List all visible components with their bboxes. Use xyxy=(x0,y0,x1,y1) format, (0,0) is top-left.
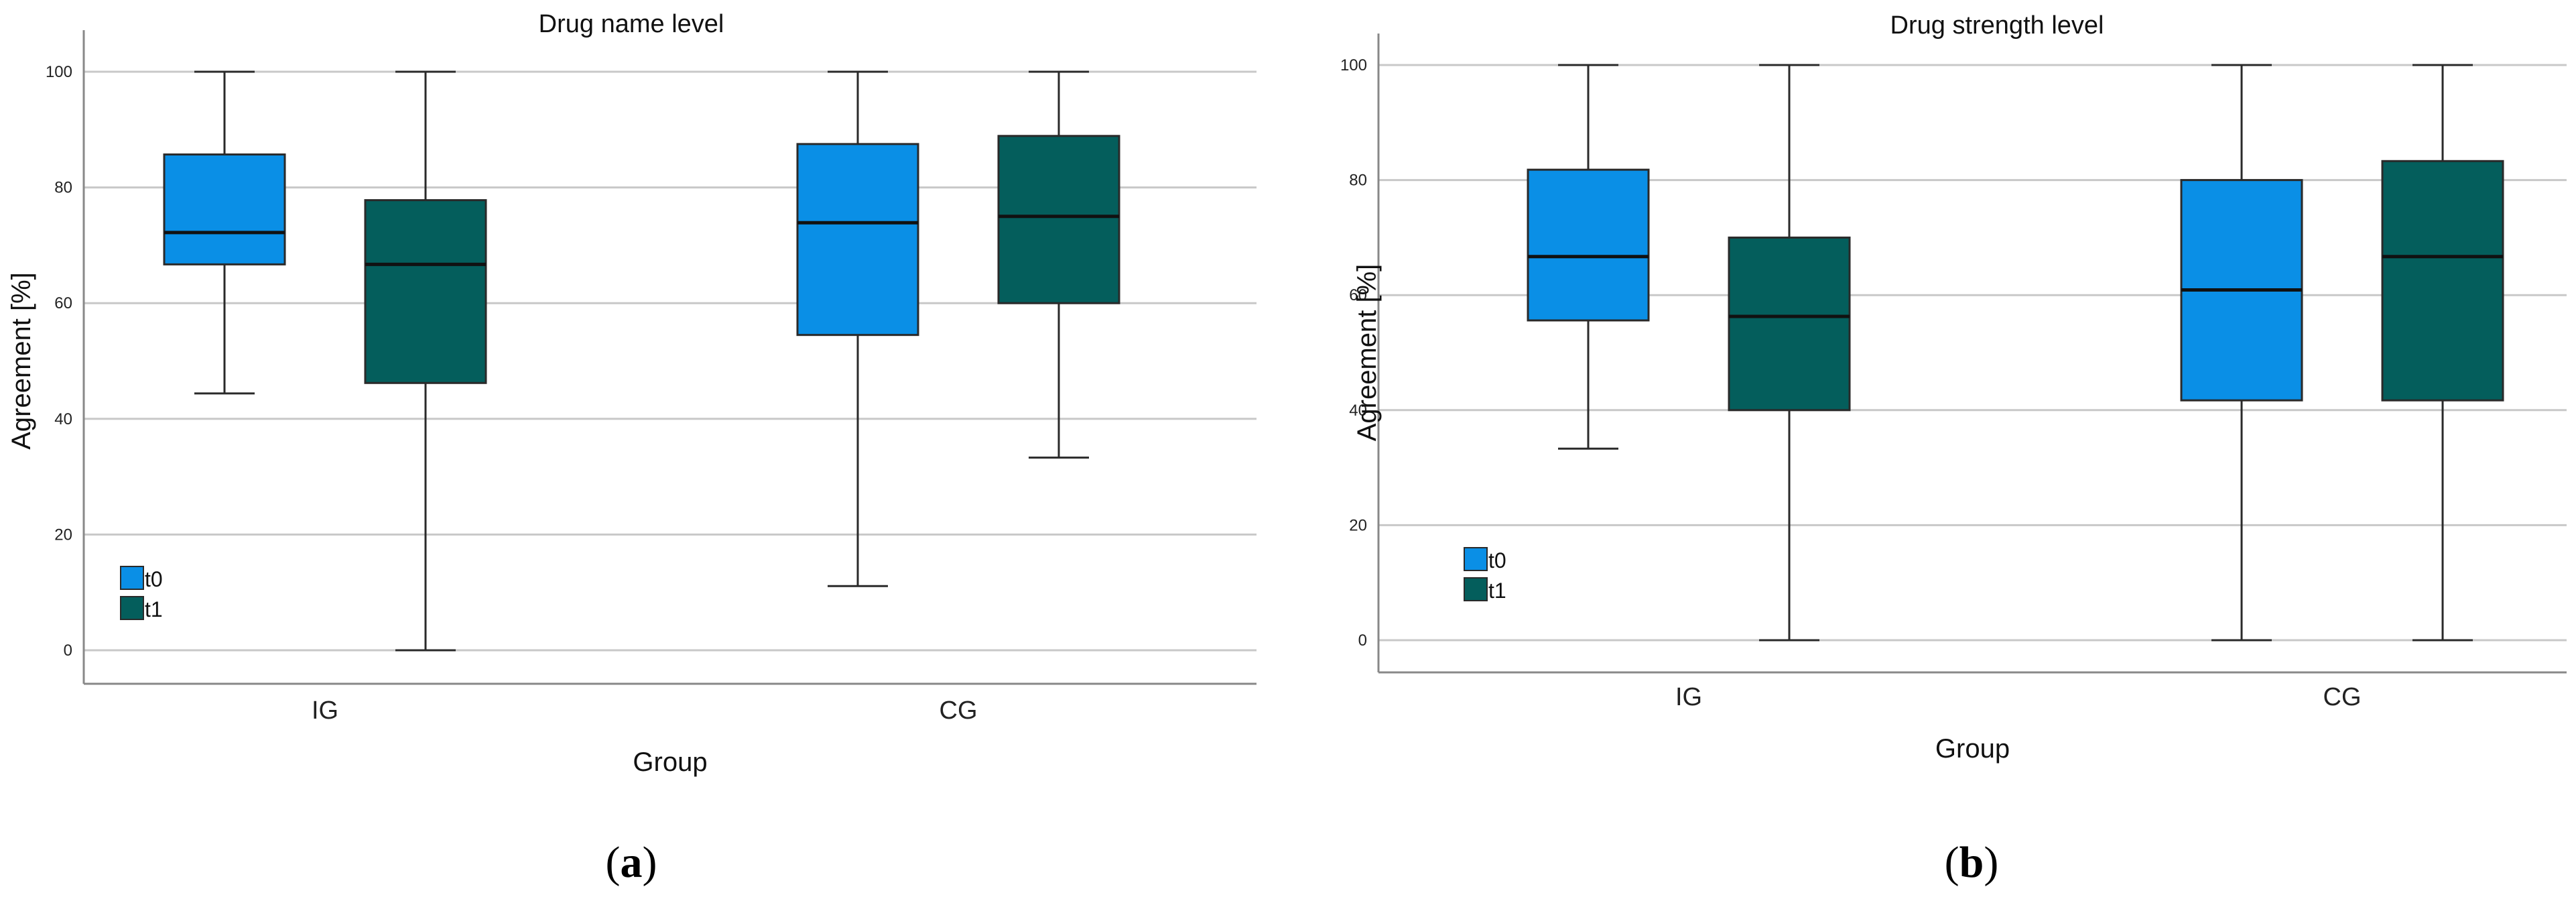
y-tick-label: 20 xyxy=(1349,516,1367,534)
y-tick-label: 100 xyxy=(1340,56,1367,74)
x-axis-label: Group xyxy=(633,747,707,777)
legend-swatch-t1 xyxy=(1464,577,1488,601)
box-iqr xyxy=(1728,236,1851,412)
box-cg-t1 xyxy=(2381,64,2504,642)
x-tick-label: IG xyxy=(312,697,338,725)
box-ig-t1 xyxy=(364,70,487,652)
y-tick-label: 40 xyxy=(54,410,72,428)
y-axis-label: Agreement [%] xyxy=(7,272,36,450)
box-ig-t0 xyxy=(1527,64,1650,450)
x-axis-label: Group xyxy=(1935,734,2010,764)
box-iqr xyxy=(1527,168,1650,322)
y-tick-label: 80 xyxy=(54,179,72,197)
y-tick-label: 20 xyxy=(54,526,72,544)
y-tick-label: 60 xyxy=(54,294,72,312)
chart-title: Drug name level xyxy=(539,10,724,38)
x-tick-label: CG xyxy=(2323,683,2362,711)
box-iqr xyxy=(163,153,286,265)
legend-label-t1: t1 xyxy=(145,597,163,621)
y-tick-label: 80 xyxy=(1349,172,1367,190)
caption-open-paren: ( xyxy=(1945,838,1959,887)
panel-caption: (a) xyxy=(606,838,657,887)
y-tick-label: 60 xyxy=(1349,286,1367,304)
box-ig-t1 xyxy=(1728,64,1851,642)
caption-close-paren: ) xyxy=(1984,838,1998,887)
legend-swatch-t0 xyxy=(1464,547,1488,571)
x-tick-label: IG xyxy=(1675,683,1702,711)
box-iqr xyxy=(2381,160,2504,402)
box-iqr xyxy=(796,143,919,337)
caption-letter: b xyxy=(1959,838,1984,887)
box-cg-t1 xyxy=(997,70,1120,459)
y-tick-label: 0 xyxy=(64,642,72,660)
y-tick-label: 0 xyxy=(1358,631,1367,650)
x-tick-label: CG xyxy=(940,697,978,725)
y-tick-label: 40 xyxy=(1349,402,1367,420)
caption-letter: a xyxy=(621,838,643,887)
y-tick-label: 100 xyxy=(46,63,72,81)
box-iqr xyxy=(364,199,487,384)
caption-close-paren: ) xyxy=(643,838,657,887)
legend-label-t1: t1 xyxy=(1488,579,1506,603)
legend-swatch-t1 xyxy=(120,596,144,620)
legend-label-t0: t0 xyxy=(145,567,163,591)
legend-swatch-t0 xyxy=(120,566,144,590)
box-ig-t0 xyxy=(163,70,286,395)
legend-label-t0: t0 xyxy=(1488,548,1506,572)
chart-panel-b: 0 20 40 60 80 100 IG CG Drug strength level Group… xyxy=(1340,11,2567,887)
box-iqr xyxy=(997,135,1120,304)
chart-panel-a: 0 20 40 60 80 100 IG CG Drug name level Group Agre… xyxy=(7,10,1257,887)
panel-caption: (b) xyxy=(1945,838,1999,887)
chart-title: Drug strength level xyxy=(1890,11,2104,40)
caption-open-paren: ( xyxy=(606,838,621,887)
box-cg-t0 xyxy=(2180,64,2303,642)
y-axis-label: Agreement [%] xyxy=(1352,264,1382,442)
box-cg-t0 xyxy=(796,70,919,587)
